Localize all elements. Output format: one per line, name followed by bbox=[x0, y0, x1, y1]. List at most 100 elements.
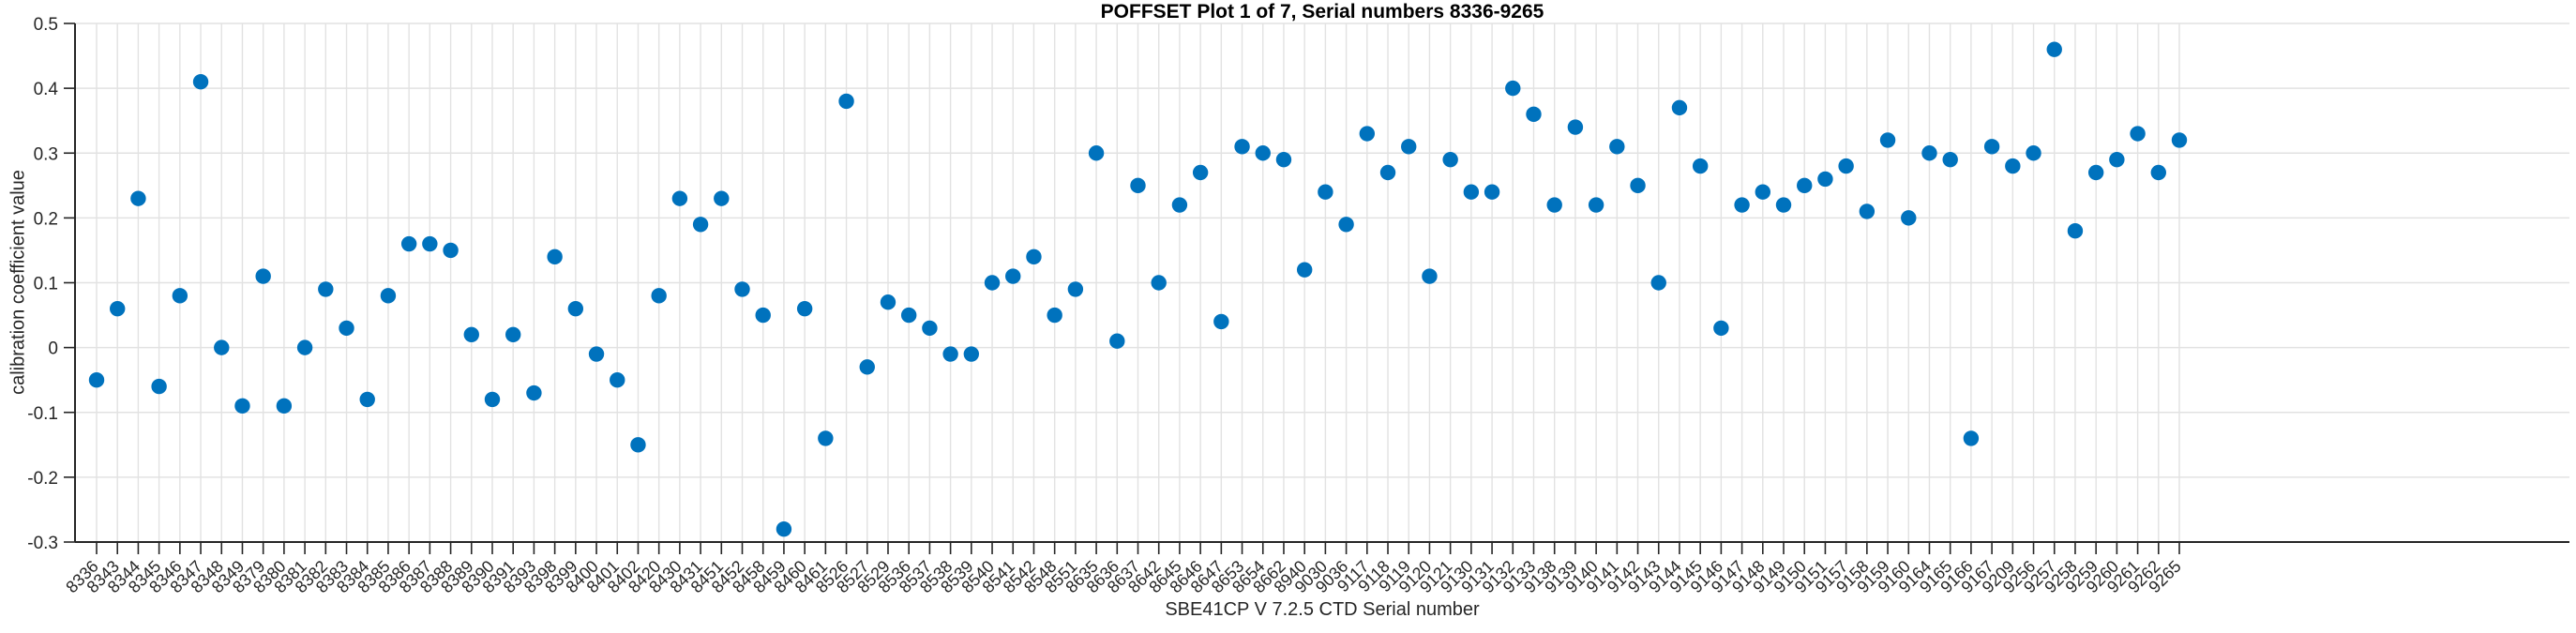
data-point bbox=[1296, 262, 1313, 278]
data-point bbox=[838, 93, 854, 110]
data-point bbox=[1526, 106, 1542, 122]
data-point bbox=[1151, 275, 1167, 291]
data-point bbox=[1963, 430, 1980, 446]
y-tick-label: 0.5 bbox=[34, 15, 58, 35]
data-point bbox=[547, 249, 563, 265]
x-tick-labels: 8336834383448345834683478348834983798380… bbox=[62, 557, 2184, 596]
data-point bbox=[651, 288, 667, 304]
data-points bbox=[88, 41, 2188, 537]
data-point bbox=[339, 320, 354, 337]
data-point bbox=[505, 326, 521, 342]
data-point bbox=[1088, 145, 1105, 161]
data-point bbox=[900, 307, 917, 324]
data-point bbox=[1130, 177, 1146, 194]
data-point bbox=[714, 190, 730, 206]
data-point bbox=[1775, 197, 1792, 213]
data-point bbox=[172, 288, 188, 304]
data-point bbox=[984, 275, 1001, 291]
data-point bbox=[192, 74, 209, 90]
data-point bbox=[859, 359, 875, 375]
data-point bbox=[463, 326, 479, 342]
data-point bbox=[1401, 139, 1417, 155]
data-point bbox=[818, 430, 834, 446]
data-point bbox=[1901, 210, 1917, 226]
data-point bbox=[1755, 184, 1771, 200]
y-tick-label: -0.1 bbox=[27, 404, 58, 424]
data-point bbox=[1505, 80, 1521, 97]
data-point bbox=[1692, 158, 1709, 174]
data-point bbox=[1983, 139, 2000, 155]
y-tick-label: 0.1 bbox=[34, 275, 58, 294]
data-point bbox=[1213, 313, 1229, 330]
data-point bbox=[296, 339, 313, 355]
data-point bbox=[2087, 164, 2104, 181]
data-point bbox=[1463, 184, 1480, 200]
data-point bbox=[1921, 145, 1937, 161]
data-point bbox=[1359, 126, 1376, 142]
y-tick-label: 0.2 bbox=[34, 209, 58, 229]
data-point bbox=[234, 398, 250, 414]
data-point bbox=[526, 384, 542, 401]
data-point bbox=[1713, 320, 1729, 337]
data-point bbox=[422, 235, 438, 252]
y-axis-title: calibration coefficient value bbox=[8, 170, 29, 395]
data-point bbox=[130, 190, 146, 206]
data-point bbox=[2150, 164, 2166, 181]
gridlines-vertical bbox=[96, 23, 2180, 542]
data-point bbox=[484, 391, 501, 408]
data-point bbox=[1817, 171, 1833, 188]
data-point bbox=[671, 190, 688, 206]
data-point bbox=[255, 268, 271, 284]
data-point bbox=[1630, 177, 1646, 194]
data-point bbox=[1275, 151, 1292, 168]
data-point bbox=[276, 398, 293, 414]
data-point bbox=[1797, 177, 1813, 194]
data-point bbox=[2109, 151, 2125, 168]
data-point bbox=[1005, 268, 1021, 284]
data-point bbox=[1442, 151, 1458, 168]
data-point bbox=[922, 320, 938, 337]
data-point bbox=[796, 300, 813, 317]
data-point bbox=[1234, 139, 1250, 155]
data-point bbox=[1942, 151, 1958, 168]
data-point bbox=[151, 378, 167, 395]
data-point bbox=[1338, 217, 1354, 233]
chart-title: POFFSET Plot 1 of 7, Serial numbers 8336… bbox=[1100, 1, 1544, 23]
y-tick-label: 0.3 bbox=[34, 144, 58, 164]
data-point bbox=[1609, 139, 1625, 155]
data-point bbox=[880, 294, 896, 310]
data-point bbox=[1588, 197, 1604, 213]
y-tick-label: 0 bbox=[48, 339, 58, 359]
data-point bbox=[2026, 145, 2041, 161]
data-point bbox=[630, 437, 646, 453]
data-point bbox=[1422, 268, 1438, 284]
data-point bbox=[963, 346, 980, 362]
data-point bbox=[88, 371, 105, 388]
y-tick-label: -0.2 bbox=[27, 469, 58, 489]
data-point bbox=[776, 520, 792, 537]
data-point bbox=[588, 346, 605, 362]
data-point bbox=[1318, 184, 1333, 200]
data-point bbox=[942, 346, 958, 362]
y-tick-labels: 0.5 0.4 0.3 0.2 0.1 0 -0.1 -0.2 -0.3 bbox=[27, 15, 58, 553]
data-point bbox=[610, 371, 625, 388]
data-point bbox=[2067, 223, 2084, 239]
data-point bbox=[1067, 281, 1084, 297]
data-point bbox=[359, 391, 375, 408]
gridlines-horizontal bbox=[75, 23, 2569, 543]
data-point bbox=[1192, 164, 1209, 181]
data-point bbox=[1879, 132, 1896, 148]
data-point bbox=[1484, 184, 1500, 200]
data-point bbox=[1650, 275, 1666, 291]
data-point bbox=[1734, 197, 1750, 213]
data-point bbox=[1838, 158, 1854, 174]
data-point bbox=[1546, 197, 1562, 213]
data-point bbox=[380, 288, 397, 304]
data-point bbox=[1671, 99, 1688, 116]
data-point bbox=[1109, 333, 1125, 349]
data-point bbox=[1859, 203, 1876, 219]
data-point bbox=[734, 281, 750, 297]
data-point bbox=[2046, 41, 2062, 57]
